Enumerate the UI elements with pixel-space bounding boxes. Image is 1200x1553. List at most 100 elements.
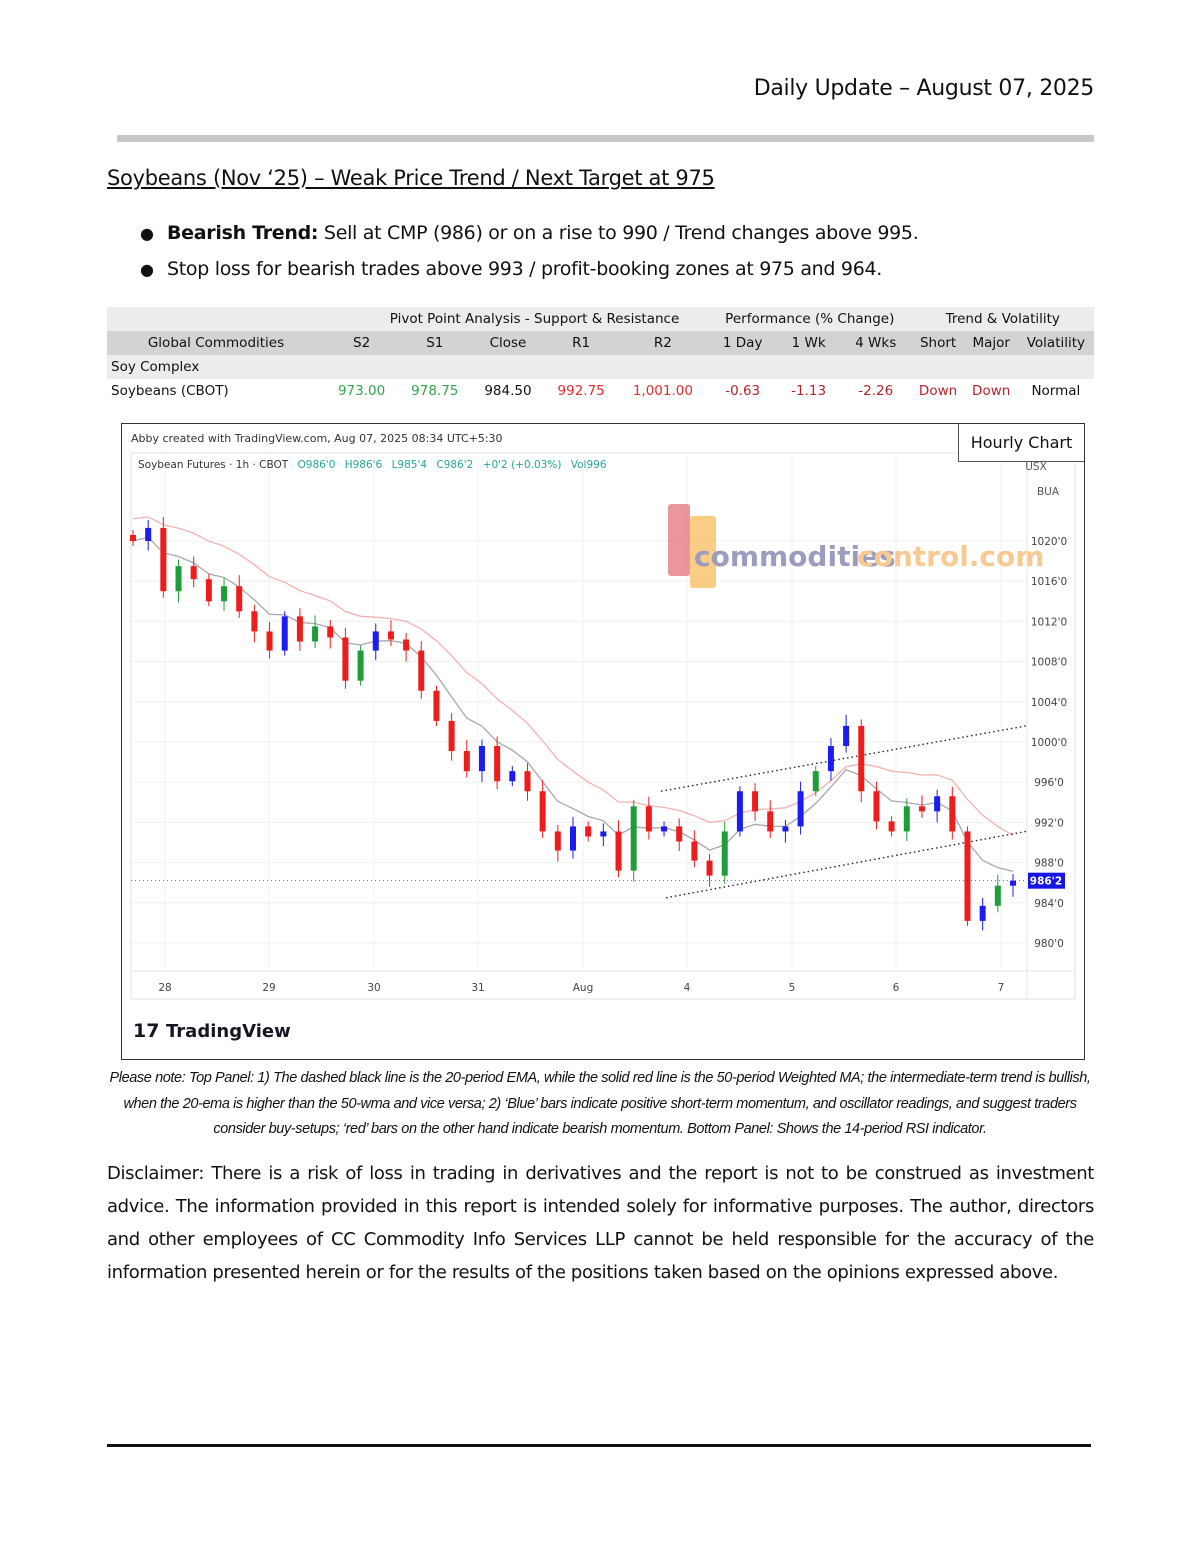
candle: [1010, 874, 1016, 897]
y-tick-label: 996'0: [1034, 777, 1064, 789]
column-header: 1 Wk: [791, 335, 826, 351]
bullet-icon: ●: [140, 224, 154, 243]
chart-canvas: commodities control.com 1020'0 1016'0 1012…: [130, 432, 1076, 1042]
candle: [403, 632, 410, 662]
y-tick-label: 1004'0: [1031, 697, 1067, 709]
y-tick-label: 1008'0: [1031, 657, 1067, 669]
candle: [357, 645, 364, 686]
tradingview-brand: TradingView: [166, 1021, 291, 1042]
tradingview-logo: 17 TradingView: [133, 1020, 291, 1042]
chart-footnote: Please note: Top Panel: 1) The dashed bl…: [109, 1070, 1091, 1137]
header-divider: [117, 135, 1094, 142]
open-value: O986'0: [298, 459, 336, 471]
candle: [327, 619, 334, 649]
candle: [873, 781, 880, 830]
candle: [130, 529, 136, 547]
symbol-legend: Soybean Futures · 1h · CBOT O986'0 H986'…: [138, 459, 607, 471]
candle: [630, 799, 637, 882]
candle: [160, 516, 167, 598]
candle: [205, 574, 212, 607]
candle: [843, 714, 850, 753]
candle: [175, 559, 182, 603]
moving-averages: [132, 516, 1014, 873]
table-cell: Down: [918, 383, 958, 399]
table-cell: 984.50: [484, 383, 532, 399]
disclaimer: Disclaimer: There is a risk of loss in t…: [107, 1163, 1094, 1283]
column-header: Volatility: [1026, 335, 1086, 351]
price-axis: 1020'0 1016'0 1012'0 1008'0 1004'0 1000'0 996'…: [131, 453, 1067, 999]
change-value: +0'2 (+0.03%): [483, 459, 562, 471]
candle: [236, 575, 243, 618]
x-tick-label: 4: [684, 982, 691, 994]
candle: [888, 816, 895, 837]
candle: [782, 819, 789, 843]
low-value: L985'4: [392, 459, 428, 471]
y-tick-label: 1016'0: [1031, 576, 1067, 588]
high-value: H986'6: [345, 459, 383, 471]
candle: [797, 781, 804, 835]
bullet-text: Sell at CMP (986) or on a rise to 990 / …: [318, 222, 919, 244]
table-cell: Soybeans (CBOT): [111, 383, 229, 399]
last-price-label: 986'2: [1030, 876, 1062, 888]
candle: [251, 604, 258, 643]
wma-50-line: [132, 516, 1014, 836]
candle: [494, 736, 501, 790]
bullet-icon: ●: [140, 260, 154, 279]
column-header: Global Commodities: [147, 335, 285, 351]
chart-credit: Abby created with TradingView.com, Aug 0…: [131, 432, 503, 445]
watermark-logo: commodities control.com: [668, 504, 1044, 588]
candle: [585, 821, 592, 842]
candle: [721, 821, 728, 884]
y-tick-label: 1000'0: [1031, 737, 1067, 749]
candle: [342, 627, 349, 689]
candle: [979, 897, 986, 931]
plot-frame: [130, 452, 1076, 1000]
table-cell: 1,001.00: [632, 383, 693, 399]
x-tick-label: Aug: [573, 982, 594, 994]
candle: [387, 620, 394, 647]
candle: [524, 763, 531, 801]
candle: [918, 795, 925, 818]
last-price-tag: [1028, 872, 1065, 889]
candle: [676, 818, 683, 852]
group-header-pivot: Pivot Point Analysis - Support & Resista…: [389, 311, 680, 327]
candle: [767, 800, 774, 838]
watermark-text-1: commodities: [694, 540, 896, 573]
candle: [296, 608, 303, 652]
y-tick-label: 984'0: [1034, 898, 1064, 910]
column-header: Short: [919, 335, 957, 351]
section-heading: Soybeans (Nov ‘25) – Weak Price Trend / …: [107, 166, 715, 190]
y-tick-label: 988'0: [1034, 858, 1064, 870]
bullet-text: Stop loss for bearish trades above 993 /…: [167, 258, 883, 280]
table-cell: -2.26: [858, 383, 894, 399]
candle: [266, 621, 273, 659]
candle: [190, 556, 197, 588]
symbol-name: Soybean Futures · 1h · CBOT: [138, 459, 289, 471]
y-tick-label: 992'0: [1034, 817, 1064, 829]
x-tick-label: 6: [893, 982, 900, 994]
candle: [827, 737, 834, 781]
y-tick-label: 1020'0: [1031, 536, 1067, 548]
table-cell: Down: [972, 383, 1011, 399]
candle: [752, 783, 759, 821]
column-header: R2: [653, 335, 672, 351]
y-tick-label: 980'0: [1034, 938, 1064, 950]
candle: [661, 821, 668, 837]
column-header: R1: [572, 335, 591, 351]
bullet-bold-label: Bearish Trend:: [167, 222, 319, 244]
channel-lower-line: [665, 830, 1027, 899]
candle: [964, 826, 971, 926]
watermark-text-2: control.com: [857, 540, 1044, 573]
hourly-chart-badge: Hourly Chart: [958, 424, 1084, 462]
table-cell: -1.13: [791, 383, 827, 399]
column-header: S1: [426, 335, 444, 351]
ema-20-line: [132, 536, 1014, 873]
pivot-table: Pivot Point Analysis - Support & Resista…: [107, 307, 1094, 403]
candle: [934, 789, 941, 823]
candle: [463, 739, 470, 778]
x-tick-label: 5: [789, 982, 796, 994]
candle: [418, 640, 425, 699]
candle: [478, 739, 485, 783]
table-cell: 978.75: [411, 383, 459, 399]
candle: [221, 578, 228, 611]
